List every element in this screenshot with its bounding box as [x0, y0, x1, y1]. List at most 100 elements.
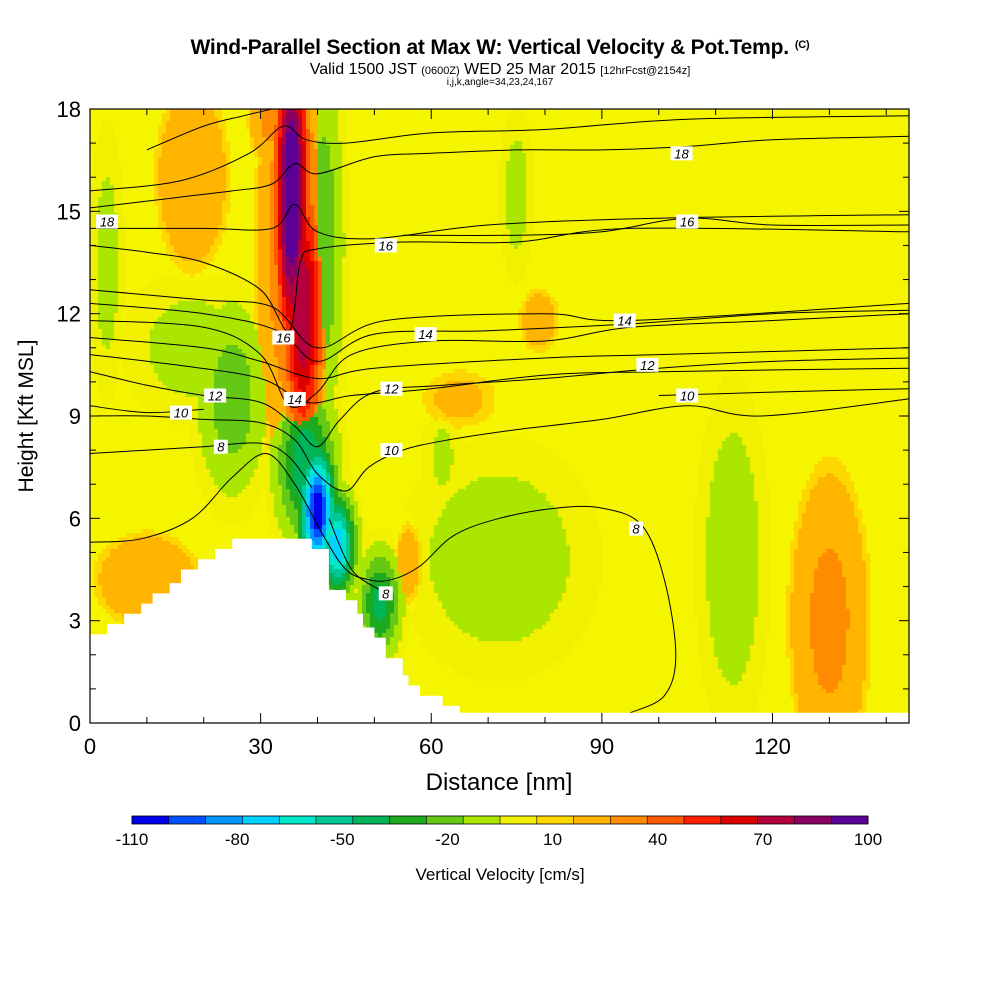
- velocity-cell: [526, 337, 531, 342]
- velocity-cell: [114, 205, 119, 210]
- velocity-cell: [462, 417, 467, 422]
- velocity-cell: [330, 145, 335, 150]
- velocity-cell: [326, 173, 331, 178]
- velocity-cell: [446, 425, 451, 430]
- velocity-cell: [338, 329, 343, 334]
- velocity-cell: [330, 321, 335, 326]
- velocity-cell: [426, 393, 431, 398]
- velocity-cell: [202, 237, 207, 242]
- velocity-cell: [526, 257, 531, 262]
- velocity-cell: [482, 417, 487, 422]
- velocity-cell: [126, 337, 131, 342]
- velocity-cell: [334, 245, 339, 250]
- velocity-cell: [194, 401, 199, 406]
- velocity-cell: [322, 417, 327, 422]
- velocity-cell: [250, 389, 255, 394]
- velocity-cell: [98, 145, 103, 150]
- velocity-cell: [314, 357, 319, 362]
- velocity-cell: [90, 249, 95, 254]
- velocity-cell: [286, 289, 291, 294]
- velocity-cell: [214, 417, 219, 422]
- velocity-cell: [490, 393, 495, 398]
- velocity-cell: [266, 153, 271, 158]
- velocity-cell: [318, 413, 323, 418]
- velocity-cell: [298, 181, 303, 186]
- velocity-cell: [530, 309, 535, 314]
- velocity-cell: [234, 349, 239, 354]
- velocity-cell: [522, 181, 527, 186]
- velocity-cell: [282, 253, 287, 258]
- velocity-cell: [738, 397, 743, 402]
- velocity-cell: [266, 209, 271, 214]
- velocity-cell: [338, 265, 343, 270]
- velocity-cell: [286, 293, 291, 298]
- velocity-cell: [302, 133, 307, 138]
- velocity-cell: [290, 361, 295, 366]
- velocity-cell: [146, 365, 151, 370]
- velocity-cell: [298, 377, 303, 382]
- velocity-cell: [438, 421, 443, 426]
- velocity-cell: [214, 221, 219, 226]
- velocity-cell: [206, 249, 211, 254]
- velocity-cell: [554, 313, 559, 318]
- velocity-cell: [258, 349, 263, 354]
- velocity-cell: [446, 389, 451, 394]
- velocity-cell: [274, 185, 279, 190]
- velocity-cell: [718, 413, 723, 418]
- velocity-cell: [274, 149, 279, 154]
- velocity-cell: [262, 397, 267, 402]
- velocity-cell: [326, 273, 331, 278]
- velocity-cell: [182, 109, 187, 114]
- velocity-cell: [186, 165, 191, 170]
- velocity-cell: [522, 241, 527, 246]
- velocity-cell: [502, 165, 507, 170]
- velocity-cell: [170, 193, 175, 198]
- velocity-cell: [718, 425, 723, 430]
- velocity-cell: [338, 397, 343, 402]
- velocity-cell: [258, 221, 263, 226]
- velocity-cell: [102, 341, 107, 346]
- velocity-cell: [514, 245, 519, 250]
- velocity-cell: [102, 369, 107, 374]
- velocity-cell: [98, 277, 103, 282]
- velocity-cell: [278, 265, 283, 270]
- velocity-cell: [194, 421, 199, 426]
- velocity-cell: [130, 341, 135, 346]
- velocity-cell: [298, 225, 303, 230]
- velocity-cell: [242, 393, 247, 398]
- velocity-cell: [254, 257, 259, 262]
- velocity-cell: [330, 237, 335, 242]
- velocity-cell: [94, 261, 99, 266]
- velocity-cell: [190, 197, 195, 202]
- velocity-cell: [526, 241, 531, 246]
- velocity-cell: [118, 169, 123, 174]
- velocity-cell: [202, 165, 207, 170]
- velocity-cell: [178, 121, 183, 126]
- velocity-cell: [214, 169, 219, 174]
- velocity-cell: [286, 153, 291, 158]
- velocity-cell: [730, 373, 735, 378]
- velocity-cell: [186, 305, 191, 310]
- velocity-cell: [318, 405, 323, 410]
- velocity-cell: [502, 189, 507, 194]
- velocity-cell: [266, 217, 271, 222]
- velocity-cell: [210, 189, 215, 194]
- velocity-cell: [238, 385, 243, 390]
- velocity-cell: [178, 253, 183, 258]
- velocity-cell: [334, 389, 339, 394]
- velocity-cell: [154, 413, 159, 418]
- velocity-cell: [346, 277, 351, 282]
- velocity-cell: [322, 373, 327, 378]
- velocity-cell: [290, 173, 295, 178]
- velocity-cell: [218, 213, 223, 218]
- velocity-cell: [294, 245, 299, 250]
- velocity-cell: [334, 269, 339, 274]
- velocity-cell: [506, 165, 511, 170]
- velocity-cell: [302, 153, 307, 158]
- velocity-cell: [170, 393, 175, 398]
- velocity-cell: [266, 361, 271, 366]
- velocity-cell: [290, 301, 295, 306]
- velocity-cell: [266, 301, 271, 306]
- velocity-cell: [142, 389, 147, 394]
- velocity-cell: [254, 285, 259, 290]
